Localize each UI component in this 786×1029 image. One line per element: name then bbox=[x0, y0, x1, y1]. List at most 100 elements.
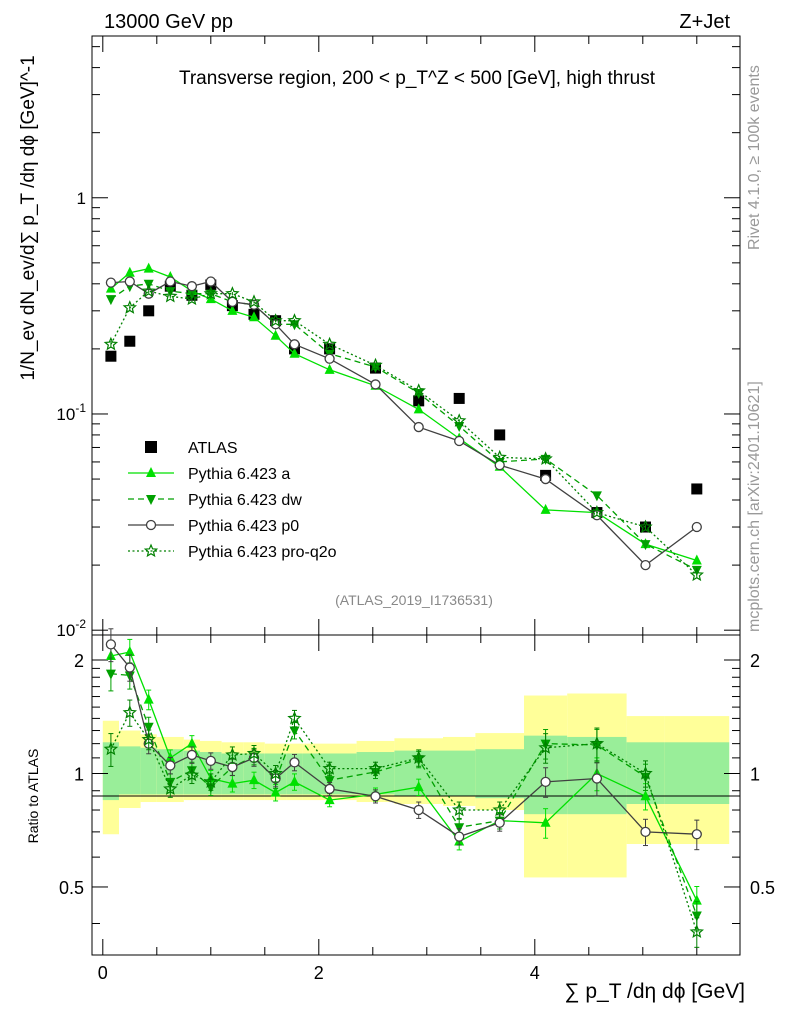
data-point bbox=[143, 693, 154, 704]
data-point bbox=[540, 776, 551, 788]
ratio-tick-label: 2 bbox=[750, 651, 760, 671]
data-point bbox=[452, 413, 467, 427]
data-point bbox=[538, 451, 553, 465]
data-point bbox=[122, 300, 137, 314]
data-point bbox=[227, 304, 238, 315]
x-tick-label: 2 bbox=[314, 963, 324, 983]
ratio-tick-label: 1 bbox=[74, 764, 84, 784]
data-point bbox=[165, 276, 176, 287]
data-point bbox=[203, 286, 218, 300]
chart-title: Transverse region, 200 < p_T^Z < 500 [Ge… bbox=[179, 68, 656, 89]
y-axis-label: 1/N_ev dN_ev/d∑ p_T /dη dϕ [GeV]^-1 bbox=[18, 55, 39, 380]
data-point bbox=[368, 357, 383, 372]
data-point bbox=[289, 726, 300, 737]
data-point bbox=[227, 296, 238, 308]
data-point bbox=[370, 379, 381, 390]
x-axis-label: ∑ p_T /dη dϕ [GeV] bbox=[565, 980, 745, 1003]
data-point bbox=[249, 774, 259, 785]
data-point bbox=[413, 781, 424, 792]
data-point bbox=[289, 757, 300, 768]
data-point bbox=[105, 350, 117, 362]
ratio-series bbox=[103, 628, 704, 948]
main-axis-ticks: 10-2 10-1 1 bbox=[56, 36, 740, 640]
data-point bbox=[540, 816, 551, 827]
ratio-panel: 0 2 4 0.5 0.5 1 1 2 2 Ratio to ATLAS bbox=[25, 628, 775, 983]
data-point bbox=[103, 741, 119, 756]
ratio-axis-ticks: 0 2 4 0.5 0.5 1 1 2 2 bbox=[59, 635, 775, 983]
legend-label: Pythia 6.423 pro-q2o bbox=[188, 544, 337, 561]
data-point bbox=[105, 295, 116, 306]
data-point bbox=[163, 781, 178, 796]
data-point bbox=[640, 790, 651, 801]
data-point bbox=[105, 277, 117, 288]
data-point bbox=[691, 829, 702, 840]
data-point bbox=[413, 804, 424, 816]
data-point bbox=[105, 639, 117, 650]
data-point bbox=[638, 765, 653, 780]
data-point bbox=[124, 266, 135, 277]
band-inner bbox=[475, 749, 524, 799]
data-point bbox=[454, 435, 465, 447]
data-point bbox=[589, 504, 605, 519]
data-point bbox=[184, 291, 200, 306]
data-point bbox=[691, 483, 703, 495]
data-point bbox=[165, 760, 176, 771]
data-point bbox=[124, 662, 135, 673]
data-point bbox=[186, 749, 198, 761]
data-point bbox=[163, 288, 178, 303]
data-point bbox=[691, 565, 702, 576]
header-right: Z+Jet bbox=[679, 11, 730, 33]
data-point bbox=[146, 467, 156, 477]
data-point bbox=[145, 519, 157, 531]
data-point bbox=[141, 732, 156, 746]
data-point bbox=[452, 802, 467, 817]
data-point bbox=[413, 403, 424, 414]
data-point bbox=[413, 421, 424, 433]
header-left: 13000 GeV pp bbox=[104, 11, 233, 33]
data-point bbox=[105, 669, 116, 680]
ratio-panel-frame bbox=[91, 634, 741, 956]
data-point bbox=[454, 831, 465, 842]
data-point bbox=[227, 761, 238, 773]
data-point bbox=[287, 710, 302, 725]
data-point bbox=[591, 773, 603, 784]
data-point bbox=[540, 503, 551, 514]
data-point bbox=[492, 449, 507, 464]
data-point bbox=[413, 395, 425, 407]
data-point bbox=[691, 911, 702, 922]
ratio-y-axis-label: Ratio to ATLAS bbox=[25, 749, 41, 844]
data-point bbox=[370, 791, 381, 802]
data-point bbox=[324, 343, 336, 355]
data-point bbox=[225, 286, 240, 300]
data-point bbox=[122, 705, 137, 719]
data-point bbox=[411, 750, 426, 765]
data-point bbox=[165, 751, 176, 762]
data-point bbox=[322, 761, 337, 775]
data-point bbox=[186, 281, 198, 292]
data-point bbox=[124, 276, 135, 287]
main-panel: Transverse region, 200 < p_T^Z < 500 [Ge… bbox=[18, 35, 741, 640]
band-inner bbox=[664, 742, 730, 804]
data-point bbox=[246, 745, 262, 760]
data-point bbox=[227, 777, 238, 788]
data-point bbox=[411, 383, 426, 397]
data-point bbox=[103, 336, 119, 351]
data-point bbox=[143, 722, 154, 733]
band-inner bbox=[119, 746, 141, 795]
data-point bbox=[186, 737, 197, 748]
data-point bbox=[143, 543, 159, 558]
data-point bbox=[691, 554, 702, 565]
data-point bbox=[184, 767, 200, 782]
data-point bbox=[494, 817, 505, 828]
data-point bbox=[324, 794, 335, 805]
site-label: mcplots.cern.ch [arXiv:2401.10621] bbox=[746, 381, 763, 632]
analysis-id: (ATLAS_2019_I1736531) bbox=[335, 592, 493, 608]
data-point bbox=[689, 924, 704, 939]
data-point bbox=[324, 353, 335, 364]
data-point bbox=[289, 347, 300, 358]
legend-label: ATLAS bbox=[188, 440, 238, 457]
data-point bbox=[492, 802, 507, 817]
data-point bbox=[640, 540, 651, 551]
